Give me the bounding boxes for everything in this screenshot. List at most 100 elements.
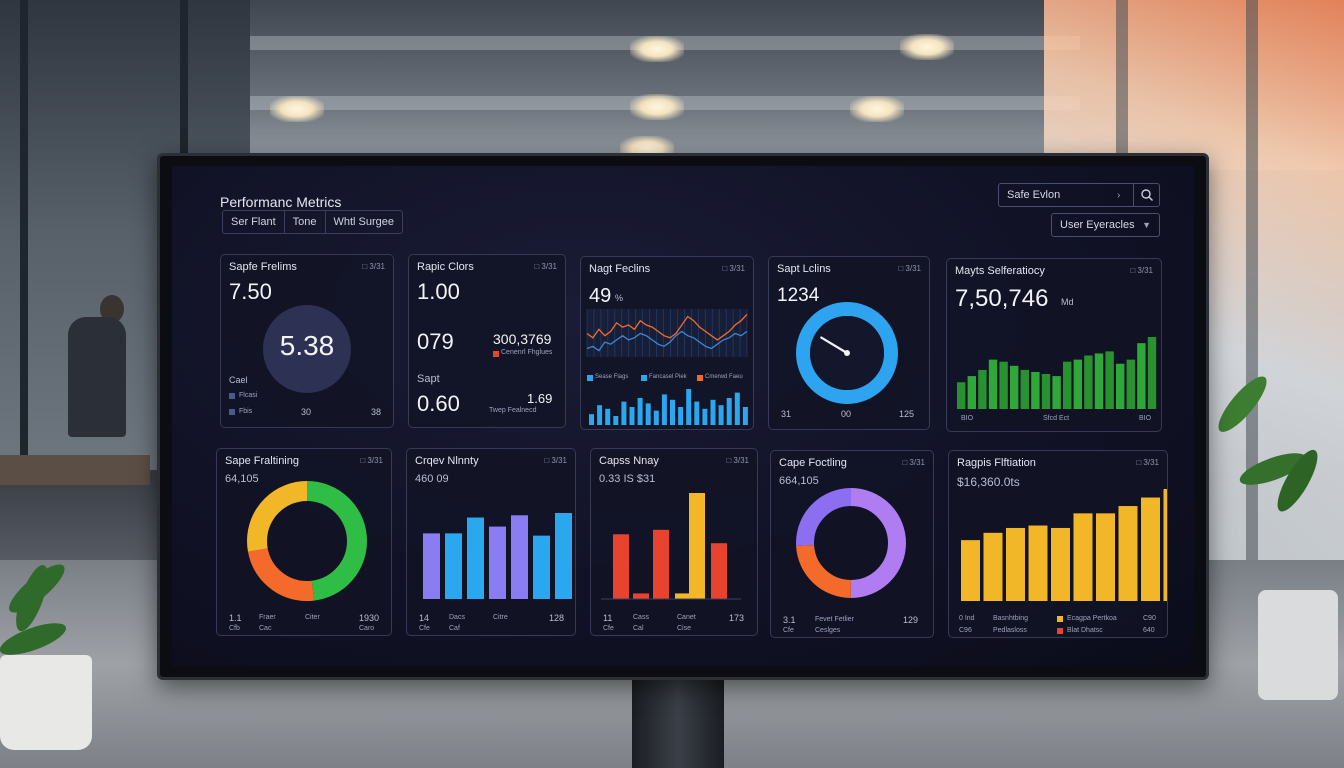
dashboard-screen: Performanc Metrics Ser Flant Tone Whtl S… [172,166,1194,666]
bar [489,526,506,599]
legend-label: Sease Flags [595,374,629,380]
bar [694,401,700,425]
legend-swatch [587,375,593,381]
card-sapfe-frelims[interactable]: Sapfe Frelims □ 3/31 7.50 5.38 Cael Flca… [220,254,394,428]
tab-tone[interactable]: Tone [285,211,326,233]
card-capss-nnay[interactable]: Capss Nnay □ 3/31 0.33 IS $31 11 Cass Ca… [590,448,758,636]
legend-swatch [1057,628,1063,634]
dial-circle [263,305,351,393]
plant-pot [0,655,92,750]
bar-chart [601,493,741,600]
axis-tick-label: BIO [1139,415,1152,422]
line-chart-area [587,309,747,357]
bar [653,410,659,425]
bar [675,593,691,599]
window-mullion [1246,0,1258,620]
bar [629,407,635,425]
card-crqev-nlnnty[interactable]: Crqev Nlnnty □ 3/31 460 09 14 Dacs Citre… [406,448,576,636]
bar [978,369,987,409]
card-footer-label: Cac [259,625,272,632]
card-footer-value: 129 [903,615,919,625]
card-footer-label: 640 [1143,627,1155,634]
card-footer-label: C90 [1143,615,1156,622]
card-footer-value: 38 [371,407,382,417]
bar-chart [589,389,748,425]
card-value-secondary: 079 [417,329,454,354]
card-value: 460 09 [415,473,449,485]
bar [613,534,629,599]
card-title: Sapt Lclins [777,263,831,275]
legend-swatch [1057,616,1063,622]
person-silhouette [68,295,126,445]
bar [1020,369,1029,409]
bar-chart [961,489,1167,601]
bar [633,593,649,599]
bar [1094,353,1104,409]
bar [999,361,1008,409]
card-date: □ 3/31 [544,456,567,465]
card-sapt-lclins[interactable]: Sapt Lclins □ 3/31 1234 31 00 125 [768,256,930,430]
bar [718,405,724,425]
plant-pot-right [1258,590,1338,700]
card-title: Sape Fraltining [225,455,299,467]
donut-chart [247,481,367,601]
card-date: □ 3/31 [898,264,921,273]
card-nagt-feclins[interactable]: Nagt Feclins □ 3/31 49 % Sease Flags Fan… [580,256,754,430]
bar [423,533,440,599]
chevron-right-icon: › [1117,189,1121,201]
card-cape-foctling[interactable]: Cape Foctling □ 3/31 664,105 3.1 Fevet F… [770,450,934,638]
card-footer-value: 1930 [359,613,380,623]
bar [711,543,727,599]
tab-ser-flant[interactable]: Ser Flant [223,211,285,233]
card-footer-label: Dacs [449,614,465,621]
card-sape-fraltining[interactable]: Sape Fraltining □ 3/31 64,105 1.1 Fraer … [216,448,392,636]
search-input-value: Safe Evlon [1007,189,1061,201]
card-ragpis-flftiation[interactable]: Ragpis Flftiation □ 3/31 $16,360.0ts 0 I… [948,450,1168,638]
card-label: Sapt [417,373,440,385]
bar [1126,359,1135,409]
bar [1041,374,1051,409]
card-date: □ 3/31 [1130,266,1153,275]
card-title: Mayts Selferatiocy [955,265,1045,277]
card-footer-label: Citer [305,614,320,621]
bar [1137,343,1146,409]
card-footer-label: Basnhtbing [993,615,1029,622]
legend-label: Cenenrl Fhglues [501,349,553,356]
bar [967,376,976,409]
card-footer-label: Pedlasloss [993,627,1027,634]
bar [661,394,667,425]
ceiling-light [900,34,954,60]
legend-swatch [697,375,703,381]
bar [726,398,732,425]
legend-swatch [493,351,499,357]
card-label: Cael [229,375,248,385]
donut-chart [796,488,906,598]
tab-whtl-surgee[interactable]: Whtl Surgee [333,216,395,228]
chevron-down-icon: ▼ [1142,220,1151,230]
card-mayts-selferatiocy[interactable]: Mayts Selferatiocy □ 3/31 7,50,746 Md BI… [946,258,1162,432]
legend-label: Ecagpa Pertkoa [1067,615,1117,622]
axis-tick-label: Sfcd Ect [1043,415,1070,422]
search-icon [1140,189,1153,201]
card-value: 1.00 [417,279,460,304]
card-footer-value: 173 [729,613,745,623]
card-footer-value: 31 [781,409,792,419]
card-date: □ 3/31 [360,456,383,465]
bar [1006,527,1025,601]
desk [0,455,150,485]
card-rapic-clors[interactable]: Rapic Clors □ 3/31 1.00 079 300,3769 Cen… [408,254,566,428]
search-button[interactable] [1133,184,1159,206]
bar-chart [423,513,572,599]
bar [1051,527,1070,601]
bar [734,392,740,425]
card-footer-label: Cal [633,625,644,632]
bar [533,535,550,599]
card-footer-value: 14 [419,613,430,623]
bar [1096,513,1115,601]
gauge-hub [844,350,850,356]
user-dropdown[interactable]: User Eyeracles ▼ [1051,213,1160,237]
bar [597,405,603,425]
card-date: □ 3/31 [362,262,385,271]
search-input[interactable]: Safe Evlon › [998,183,1160,207]
monitor: Performanc Metrics Ser Flant Tone Whtl S… [157,153,1209,680]
